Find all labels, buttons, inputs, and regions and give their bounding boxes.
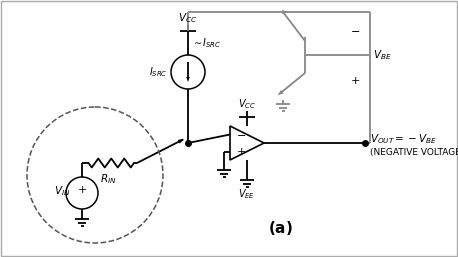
Polygon shape <box>282 10 288 14</box>
Text: $V_{IN}$: $V_{IN}$ <box>54 184 70 198</box>
Text: $R_{IN}$: $R_{IN}$ <box>100 172 116 186</box>
Text: $-$: $-$ <box>350 25 360 35</box>
Text: (NEGATIVE VOLTAGE): (NEGATIVE VOLTAGE) <box>370 148 458 157</box>
Text: $+$: $+$ <box>236 146 246 157</box>
Text: $-$: $-$ <box>236 130 246 140</box>
Text: $+$: $+$ <box>350 75 360 86</box>
Text: $\bf{(a)}$: $\bf{(a)}$ <box>267 219 293 237</box>
Polygon shape <box>178 139 184 144</box>
Text: $V_{CC}$: $V_{CC}$ <box>179 11 197 25</box>
Polygon shape <box>278 90 284 95</box>
Text: $V_{BE}$: $V_{BE}$ <box>373 48 392 62</box>
Text: $V_{CC}$: $V_{CC}$ <box>238 97 256 111</box>
Text: $V_{EE}$: $V_{EE}$ <box>238 187 256 201</box>
Text: $\sim\!I_{SRC}$: $\sim\!I_{SRC}$ <box>192 36 221 50</box>
Polygon shape <box>186 77 190 82</box>
Text: $V_{OUT} = -V_{BE}$: $V_{OUT} = -V_{BE}$ <box>370 132 437 146</box>
Text: $I_{SRC}$: $I_{SRC}$ <box>149 65 168 79</box>
Text: +: + <box>77 185 87 195</box>
